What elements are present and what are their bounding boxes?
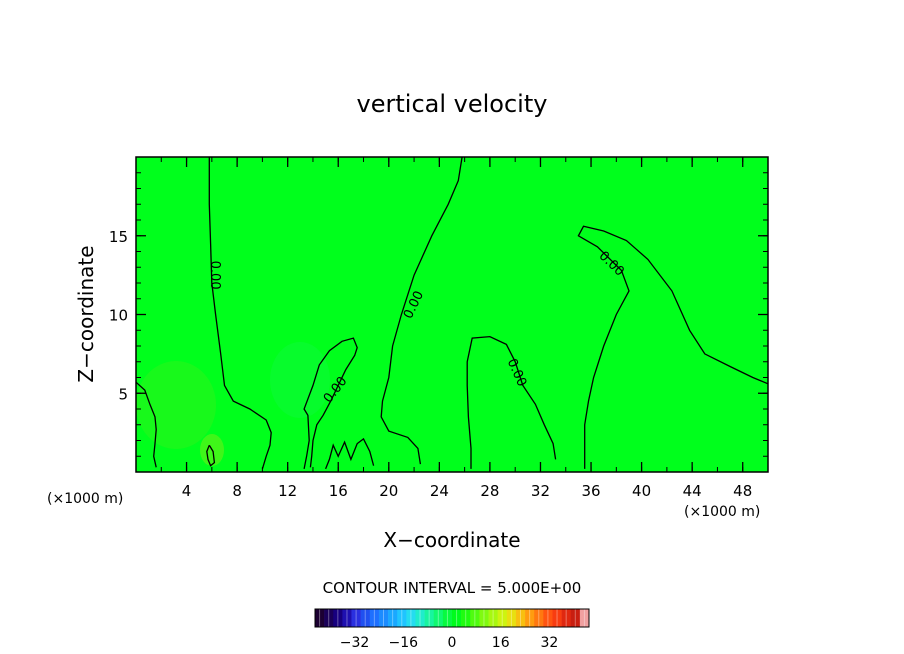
x-tick-label: 36 <box>581 482 600 500</box>
colorbar-swatch <box>333 609 343 627</box>
x-axis-title: X−coordinate <box>383 528 520 552</box>
chart-title: vertical velocity <box>357 90 548 118</box>
colorbar-tick-label: 32 <box>541 635 559 651</box>
x-tick-label: 24 <box>430 482 449 500</box>
colorbar-swatch <box>342 609 352 627</box>
x-tick-label: 4 <box>182 482 192 500</box>
colorbar-swatch <box>378 609 389 627</box>
contour-line <box>208 157 272 470</box>
colorbar-swatch <box>534 609 544 627</box>
contour-line <box>466 335 557 469</box>
contour-line <box>135 381 157 468</box>
colorbar-swatch <box>561 609 572 627</box>
colorbar-swatch <box>351 609 361 627</box>
y-tick-label: 5 <box>118 385 128 403</box>
colorbar-swatch <box>552 609 562 627</box>
field-shade-blob <box>270 342 330 418</box>
x-axis: 4 8 12 16 20 24 28 32 36 40 44 48 <box>160 157 752 500</box>
x-unit-label-right: (×1000 m) <box>684 504 760 520</box>
colorbar-tick-label: −32 <box>340 635 370 651</box>
colorbar-swatch <box>452 609 462 627</box>
y-tick-label: 15 <box>109 228 128 246</box>
colorbar-swatch <box>488 609 498 627</box>
y-axis-title: Z−coordinate <box>74 245 98 382</box>
colorbar: −32 −16 0 16 32 <box>314 608 590 651</box>
contour-layer <box>135 156 769 470</box>
colorbar-swatch <box>406 609 416 627</box>
colorbar-swatch <box>570 609 581 627</box>
colorbar-swatch <box>360 609 371 627</box>
plot-area: 0.000.000.000.000.00 <box>135 156 769 473</box>
y-tick-label: 10 <box>109 307 128 325</box>
x-tick-label: 40 <box>632 482 651 500</box>
x-tick-label: 16 <box>329 482 348 500</box>
x-tick-label: 32 <box>531 482 550 500</box>
colorbar-swatch <box>424 609 435 627</box>
colorbar-swatch <box>543 609 553 627</box>
colorbar-swatch <box>388 609 398 627</box>
contour-line <box>577 225 769 469</box>
colorbar-tick-label: −16 <box>389 635 419 651</box>
colorbar-swatch <box>415 609 425 627</box>
contour-interval-label: CONTOUR INTERVAL = 5.000E+00 <box>323 579 582 597</box>
x-tick-label: 48 <box>733 482 752 500</box>
colorbar-swatch <box>433 609 444 627</box>
colorbar-swatch <box>515 609 526 627</box>
colorbar-swatch <box>470 609 480 627</box>
contour-line <box>303 337 358 470</box>
contour-line <box>324 437 375 470</box>
x-tick-label: 12 <box>278 482 297 500</box>
x-tick-label: 8 <box>232 482 242 500</box>
colorbar-swatch <box>324 609 334 627</box>
colorbar-swatch <box>315 609 325 627</box>
x-tick-label: 44 <box>683 482 702 500</box>
colorbar-swatch <box>579 609 590 627</box>
colorbar-swatch <box>369 609 380 627</box>
x-tick-label: 28 <box>480 482 499 500</box>
colorbar-swatch <box>497 609 508 627</box>
colorbar-frame <box>314 608 590 628</box>
colorbar-swatch <box>506 609 517 627</box>
field-background <box>136 157 768 472</box>
x-unit-label-left: (×1000 m) <box>47 491 123 507</box>
colorbar-swatch <box>397 609 407 627</box>
contour-line <box>206 444 216 467</box>
y-axis: 5 10 15 <box>109 172 768 457</box>
colorbar-tick-label: 16 <box>492 635 510 651</box>
colorbar-swatch <box>461 609 471 627</box>
colorbar-tick-label: 0 <box>448 635 457 651</box>
colorbar-swatch <box>442 609 453 627</box>
field-shade-blob <box>136 361 216 449</box>
contour-line <box>380 156 463 465</box>
x-tick-label: 20 <box>379 482 398 500</box>
colorbar-swatch <box>479 609 489 627</box>
contour-value-label: 0.00 <box>207 261 222 290</box>
colorbar-swatch <box>525 609 535 627</box>
